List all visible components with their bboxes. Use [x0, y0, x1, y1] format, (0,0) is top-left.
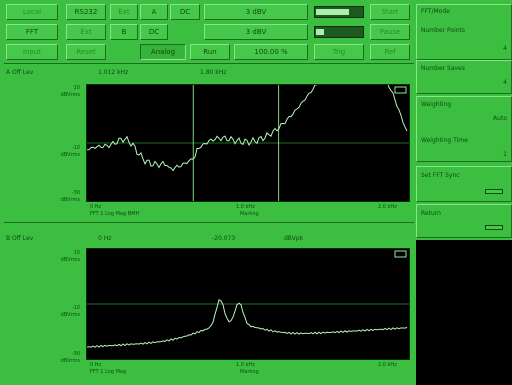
- display-b-marker-freq: 0 Hz: [98, 235, 112, 242]
- coupling-b-button[interactable]: DC: [140, 24, 168, 40]
- display-b-y-bottom-unit: dBVrms: [60, 358, 80, 364]
- softkey-blank-area: [416, 240, 512, 385]
- softkey-number-saves[interactable]: Number Saves 4: [416, 60, 512, 94]
- display-b-footer-status: Markng: [240, 369, 259, 375]
- display-a-marker-value: 1.80 kHz: [200, 69, 227, 76]
- rs232-button[interactable]: RS232: [66, 4, 106, 20]
- range-b-button[interactable]: 3 dBV: [204, 24, 308, 40]
- display-b-y-top: 10: [73, 250, 80, 256]
- softkey-number-points[interactable]: FFT/Mode Number Points 4: [416, 4, 512, 60]
- softkey-label: Weighting: [421, 101, 452, 108]
- softkey-value: 4: [503, 79, 507, 86]
- display-a-tag: A Off Lev: [6, 69, 34, 76]
- range-a-button[interactable]: 3 dBV: [204, 4, 308, 20]
- input-button[interactable]: Input: [6, 44, 58, 60]
- toggle-indicator-icon: [485, 189, 503, 194]
- display-a-x-mid: 1.0 kHz: [236, 204, 255, 210]
- softkey-label: Return: [421, 210, 441, 217]
- softkey-label: Set FFT Sync: [421, 172, 460, 179]
- coupling-a-button[interactable]: DC: [170, 4, 200, 20]
- display-b-marker-unit: dBVpk: [284, 235, 304, 242]
- display-a-y-bottom: -30: [71, 190, 80, 196]
- softkey-return[interactable]: Return: [416, 204, 512, 238]
- softkey-value: 4: [503, 45, 507, 52]
- channel-b-button[interactable]: B: [110, 24, 138, 40]
- display-b-trace-svg: [87, 250, 409, 348]
- divider: [4, 222, 414, 223]
- display-a-footer-measure: FFT 1 Log Mag BMH: [90, 211, 140, 217]
- softkey-set-fft-sync[interactable]: Set FFT Sync: [416, 166, 512, 202]
- softkey-label: Weighting Time: [421, 137, 468, 144]
- spectrum-trace-b: [87, 299, 408, 348]
- display-a-y-top-unit: dBVrms: [60, 92, 80, 98]
- local-button[interactable]: Local: [6, 4, 58, 20]
- analog-button[interactable]: Analog: [140, 44, 186, 60]
- trig-button[interactable]: Trig: [314, 44, 364, 60]
- display-b-marker-value: -20.073: [212, 235, 236, 242]
- start-button[interactable]: Start: [370, 4, 410, 20]
- display-b-x-end: 2.0 kHz: [378, 362, 397, 368]
- level-a-fill: [316, 9, 349, 15]
- display-a-footer-status: Markng: [240, 211, 259, 217]
- display-b-tag: B Off Lev: [6, 235, 34, 242]
- display-a-x-start: 0 Hz: [90, 204, 102, 210]
- menu-title: FFT/Mode: [421, 8, 450, 15]
- display-a-y-bottom-unit: dBVrms: [60, 197, 80, 203]
- level-a-bar: [314, 6, 364, 18]
- display-b-y-bottom: -30: [71, 351, 80, 357]
- display-a-x-end: 2.0 kHz: [378, 204, 397, 210]
- level-b-bar: [314, 26, 364, 38]
- spectrum-trace-a: [87, 85, 408, 172]
- fft-button[interactable]: FFT: [6, 24, 58, 40]
- display-a-y-top: 10: [73, 85, 80, 91]
- display-b-x-mid: 1.0 kHz: [236, 362, 255, 368]
- display-a-plot[interactable]: [86, 84, 410, 202]
- level-b-fill: [316, 29, 324, 35]
- display-a-y-mid-unit: dBVrms: [60, 152, 80, 158]
- display-b-x-start: 0 Hz: [90, 362, 102, 368]
- softkey-value: 1: [503, 151, 507, 158]
- softkey-value: Auto: [493, 115, 507, 122]
- reset-button[interactable]: Reset: [66, 44, 106, 60]
- display-b-footer-measure: FFT 1 Log Mag: [90, 369, 127, 375]
- display-b-y-top-unit: dBVrms: [60, 257, 80, 263]
- display-b-plot[interactable]: [86, 248, 410, 360]
- softkey-label: Number Points: [421, 27, 466, 34]
- display-b-y-mid-unit: dBVrms: [60, 312, 80, 318]
- display-a-y-mid: -10: [71, 145, 80, 151]
- run-button[interactable]: Run: [190, 44, 230, 60]
- display-a-marker-freq: 1.012 kHz: [98, 69, 129, 76]
- display-b-y-mid: -10: [71, 305, 80, 311]
- softkey-label: Number Saves: [421, 65, 465, 72]
- ext-button[interactable]: Ext: [66, 24, 106, 40]
- ref-button[interactable]: Ref: [370, 44, 410, 60]
- softkey-weighting[interactable]: Weighting Auto Weighting Time 1: [416, 96, 512, 162]
- display-a-trace-svg: [87, 85, 409, 201]
- channel-a-button[interactable]: A: [140, 4, 168, 20]
- scale-marker-icon: [394, 86, 407, 94]
- ext-a-button[interactable]: Ext: [110, 4, 138, 20]
- scale-marker-icon: [394, 250, 407, 258]
- pause-button[interactable]: Pause: [370, 24, 410, 40]
- divider: [4, 63, 414, 64]
- toggle-indicator-icon: [485, 225, 503, 230]
- overload-percent-button[interactable]: 100.00 %: [234, 44, 308, 60]
